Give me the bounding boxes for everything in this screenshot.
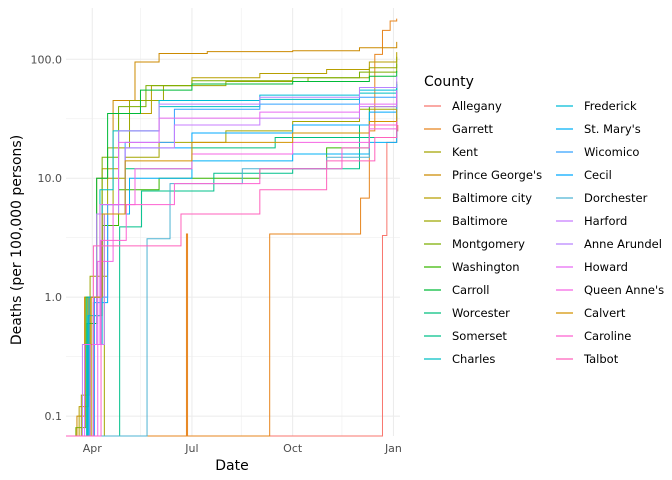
grid [66,8,400,436]
legend-label-cecil: Cecil [584,168,612,182]
legend-label-talbot: Talbot [583,352,619,366]
y-tick-label: 1.0 [45,291,63,304]
y-tick-label: 10.0 [38,172,63,185]
legend-label-howard: Howard [584,260,628,274]
x-tick-label: Oct [283,442,303,455]
legend-label-somerset: Somerset [452,329,507,343]
x-tick-label: Apr [83,442,103,455]
legend-label-washington: Washington [452,260,520,274]
series-line-harford [66,93,398,437]
legend-label-baltimore-city: Baltimore city [452,191,532,205]
legend-label-frederick: Frederick [584,99,637,113]
y-tick-label: 0.1 [45,410,63,423]
series-line-queen-anne-s [66,118,398,437]
legend-label-st-mary-s: St. Mary's [584,122,641,136]
legend-label-queen-anne-s: Queen Anne's [584,283,664,297]
series-line-carroll [66,70,398,437]
legend-label-calvert: Calvert [584,306,626,320]
series-line-allegany [66,125,399,437]
series-line-montgomery [66,63,398,437]
legend-label-harford: Harford [584,214,627,228]
legend-label-garrett: Garrett [452,122,494,136]
y-tick-label: 100.0 [31,53,63,66]
series-line-worcester [66,116,398,437]
x-axis-title: Date [215,458,248,474]
legend-label-baltimore: Baltimore [452,214,508,228]
x-tick-label: Jul [184,442,198,455]
series-line-washington [66,81,398,437]
legend-label-carroll: Carroll [452,283,490,297]
legend-label-wicomico: Wicomico [584,145,639,159]
y-axis-title: Deaths (per 100,000 persons) [9,135,25,345]
legend-label-allegany: Allegany [452,99,502,113]
series-line-somerset [66,113,398,437]
series-line-caroline [66,121,398,437]
series-line-prince-george-s [66,41,398,437]
series-line-cecil [66,100,398,437]
series-line-calvert [66,109,398,437]
legend-label-caroline: Caroline [584,329,631,343]
legend-label-charles: Charles [452,352,495,366]
series-line-anne-arundel [66,76,398,437]
series-line-st-mary-s [66,128,398,437]
series-line-charles [66,83,398,437]
legend-label-montgomery: Montgomery [452,237,525,251]
series-line-baltimore-city [66,52,398,437]
series-line-talbot [66,121,398,437]
series-line-dorchester [66,106,398,437]
legend-label-dorchester: Dorchester [584,191,648,205]
y-axis-ticks: 0.1 1.0 10.0 100.0 [31,53,63,423]
legend-label-worcester: Worcester [452,306,510,320]
series-lines [66,18,399,437]
x-axis-ticks: Apr Jul Oct Jan [83,442,402,455]
series-line-kent [66,95,398,437]
x-tick-label: Jan [384,442,402,455]
series-line-garrett [66,18,398,437]
legend-label-prince-george-s: Prince George's [452,168,542,182]
series-line-howard [66,90,398,437]
legend-title: County [424,74,474,90]
legend: Allegany Garrett Kent Prince George's Baltim… [424,99,664,366]
legend-label-anne-arundel: Anne Arundel [584,237,662,251]
legend-label-kent: Kent [452,145,478,159]
series-line-frederick [66,83,398,437]
